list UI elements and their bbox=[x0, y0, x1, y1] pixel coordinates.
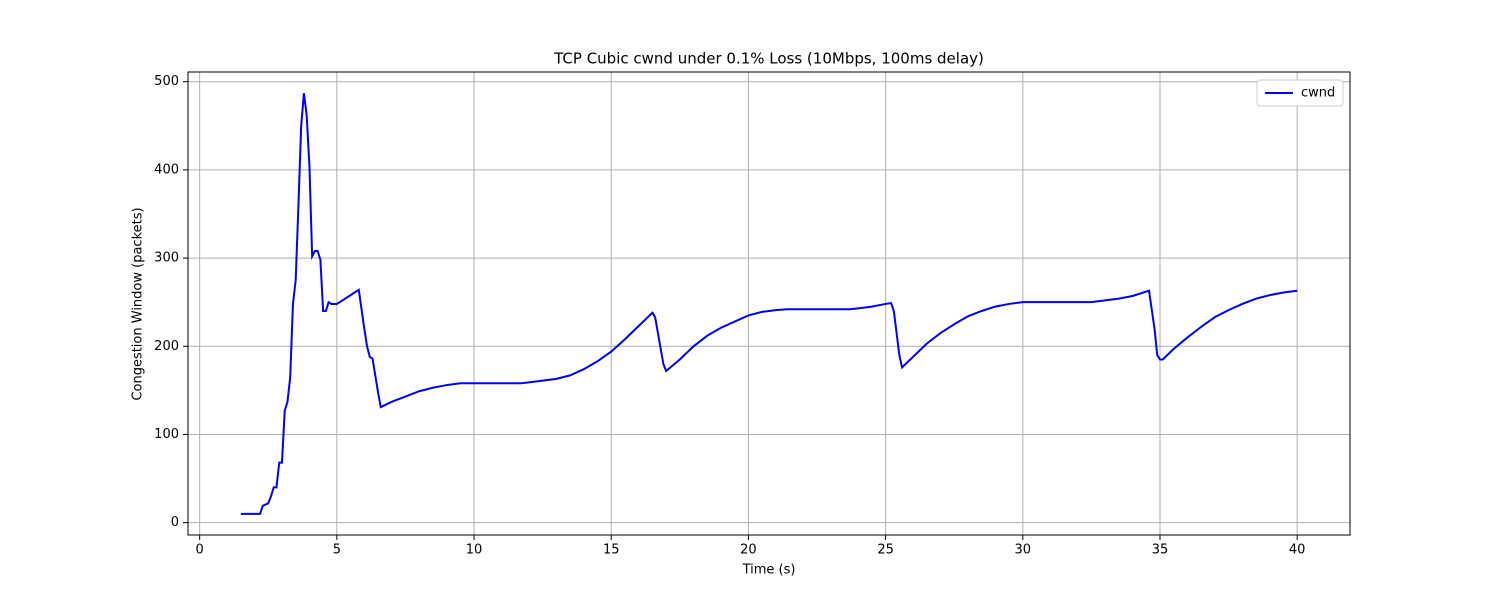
x-tick-label: 20 bbox=[740, 543, 757, 558]
legend-box bbox=[1256, 79, 1344, 107]
x-tick-label: 25 bbox=[877, 543, 894, 558]
y-axis-label: Congestion Window (packets) bbox=[131, 207, 146, 400]
x-tick-label: 35 bbox=[1152, 543, 1169, 558]
x-axis-label: Time (s) bbox=[742, 563, 796, 578]
y-tick-label: 300 bbox=[154, 251, 179, 266]
chart-title: TCP Cubic cwnd under 0.1% Loss (10Mbps, … bbox=[553, 50, 984, 68]
y-tick-label: 500 bbox=[154, 74, 179, 89]
x-tick-label: 10 bbox=[466, 543, 483, 558]
y-tick-label: 0 bbox=[171, 515, 179, 530]
y-tick-label: 100 bbox=[154, 427, 179, 442]
plot-frame bbox=[187, 71, 1351, 536]
legend-label: cwnd bbox=[1301, 86, 1335, 101]
y-tick-label: 400 bbox=[154, 162, 179, 177]
x-tick-label: 15 bbox=[603, 543, 620, 558]
y-tick-label: 200 bbox=[154, 339, 179, 354]
x-tick-label: 5 bbox=[333, 543, 341, 558]
data-line bbox=[240, 93, 1298, 515]
x-tick-label: 30 bbox=[1015, 543, 1032, 558]
x-tick-label: 0 bbox=[196, 543, 204, 558]
x-tick-label: 40 bbox=[1289, 543, 1306, 558]
